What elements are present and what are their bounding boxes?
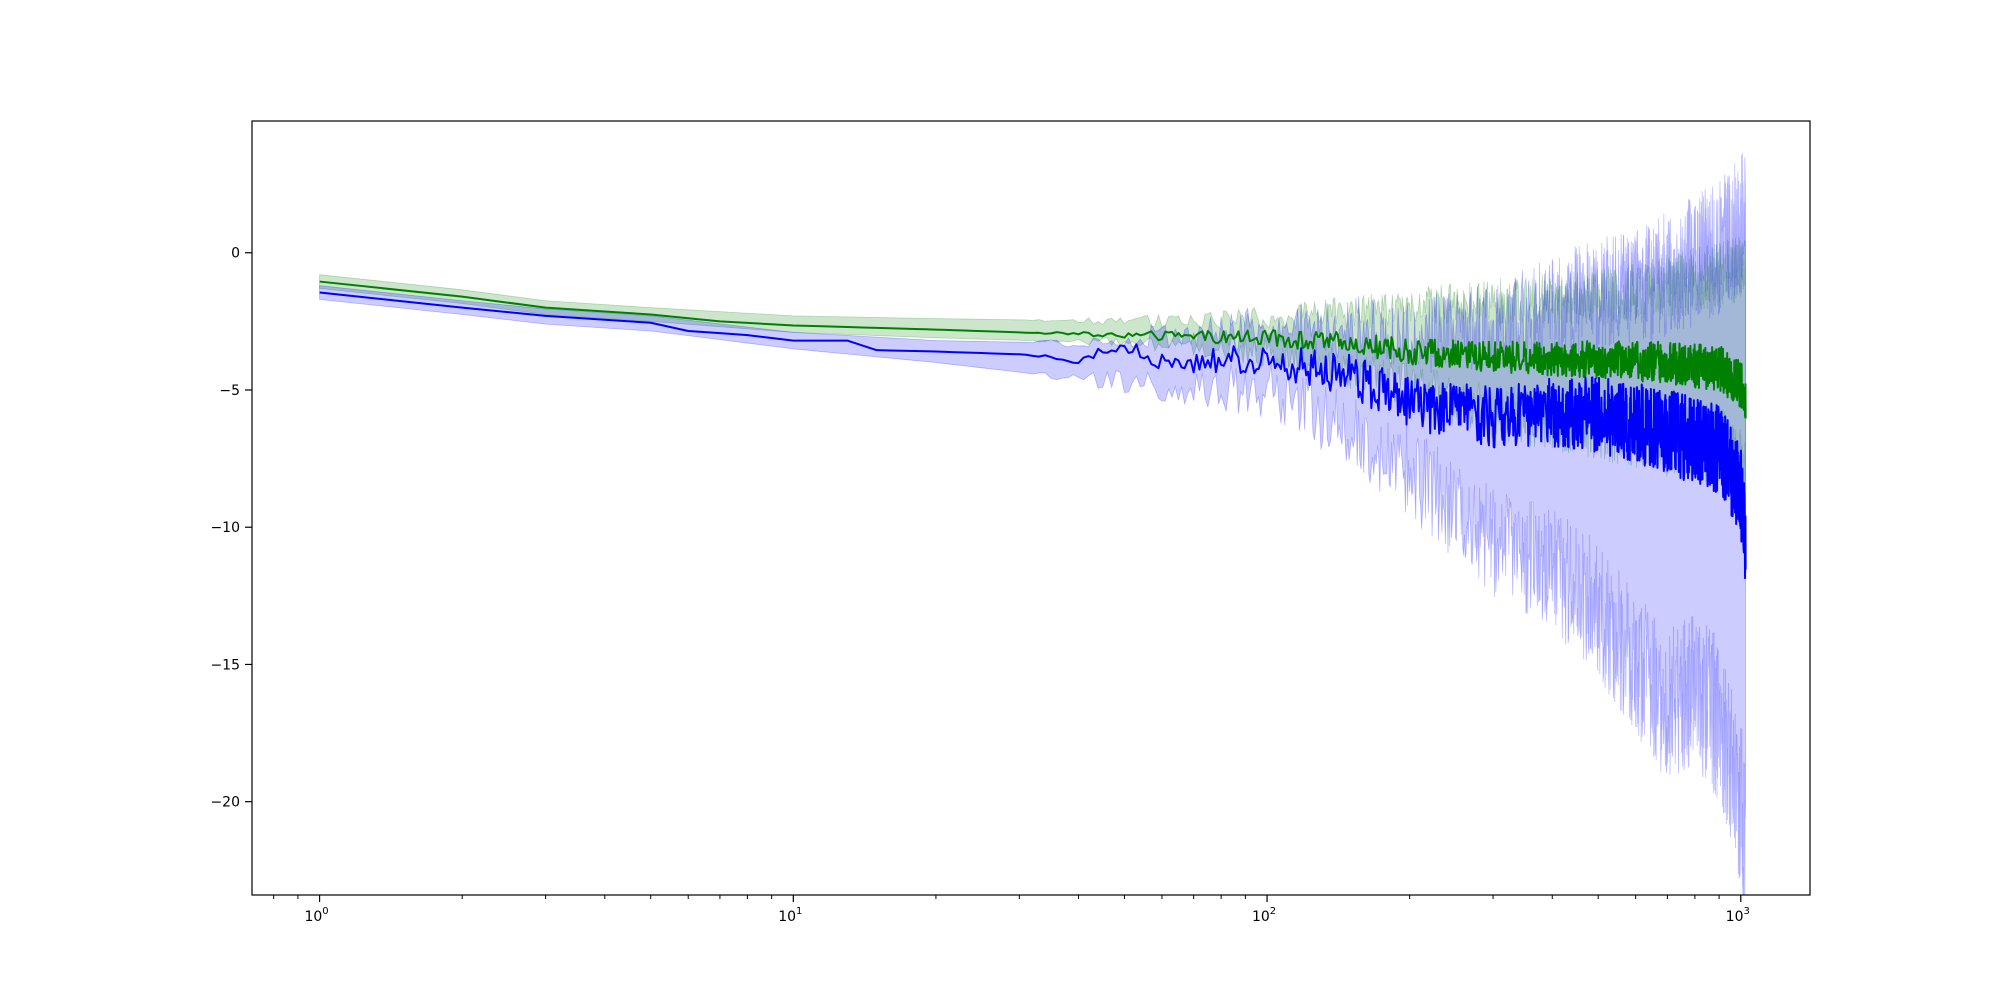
y-axis: 0 −5 −10 −15 −20: [210, 246, 252, 811]
series-1-band: [319, 153, 1747, 895]
series-0-line: [319, 280, 1747, 419]
series-lines: [319, 280, 1747, 580]
series-1-line: [319, 291, 1747, 580]
y-tick-label: −15: [210, 657, 240, 673]
y-tick-label: −20: [210, 795, 240, 811]
y-tick-label: 0: [231, 246, 240, 262]
y-tick-label: −5: [219, 383, 240, 399]
y-tick-label: −10: [210, 520, 240, 536]
plot-frame: [251, 120, 1811, 896]
x-axis: 100 101 102 103: [273, 895, 1750, 925]
